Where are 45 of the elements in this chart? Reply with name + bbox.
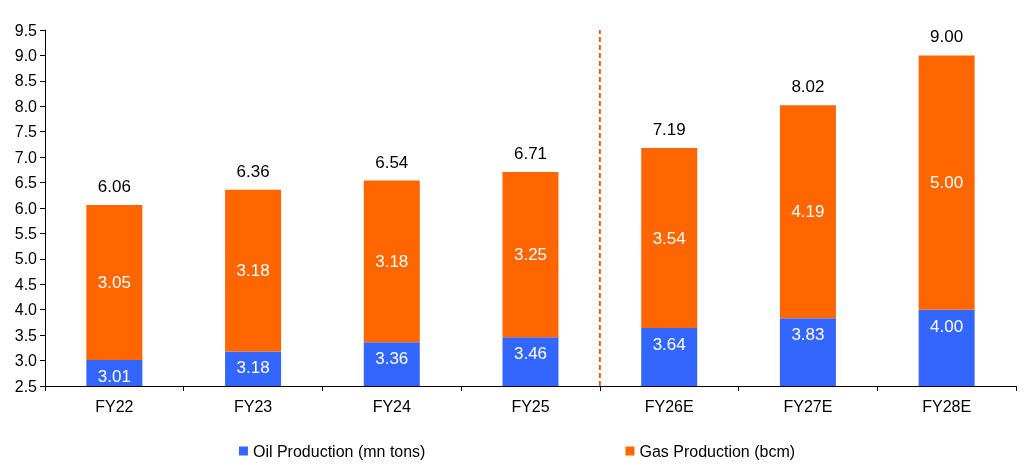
y-tick-label: 8.0	[14, 97, 38, 115]
data-label: 3.46	[513, 344, 548, 364]
data-label: 3.18	[375, 251, 409, 271]
x-tick-label: FY27E	[783, 397, 833, 415]
y-tick-label: 3.5	[14, 326, 38, 344]
x-tick-label: FY25	[511, 397, 550, 415]
y-tick-label: 5.0	[14, 250, 38, 268]
data-label: 4.00	[930, 316, 964, 336]
total-label: 6.36	[236, 161, 270, 181]
y-tick-label: 5.5	[14, 224, 38, 242]
data-label: 4.19	[791, 202, 825, 222]
x-tick-label: FY23	[233, 397, 273, 415]
x-tick-label: FY28E	[922, 397, 972, 415]
data-label: 3.36	[375, 349, 409, 369]
x-tick-label: FY22	[95, 397, 134, 415]
x-tick-label: FY24	[372, 397, 411, 415]
total-label: 8.02	[791, 77, 825, 97]
y-tick-label: 9.0	[14, 46, 38, 64]
y-tick-label: 7.5	[14, 123, 38, 141]
y-tick-label: 4.5	[14, 275, 38, 293]
total-label: 6.06	[97, 176, 131, 196]
y-tick-label: 4.0	[14, 301, 38, 319]
total-label: 7.19	[652, 119, 686, 139]
y-tick-label: 6.0	[14, 199, 38, 217]
total-label: 6.71	[513, 143, 548, 163]
data-label: 3.01	[97, 367, 131, 387]
total-label: 6.54	[375, 152, 409, 172]
data-label: 3.18	[236, 261, 270, 281]
data-label: 3.83	[791, 325, 825, 345]
data-label: 3.18	[236, 358, 270, 378]
data-label: 3.05	[97, 273, 131, 293]
legend-label: Gas Production (bcm)	[639, 442, 796, 460]
y-tick-label: 8.5	[14, 72, 38, 90]
data-label: 3.25	[513, 245, 548, 265]
data-label: 5.00	[930, 173, 964, 193]
y-tick-label: 2.5	[14, 377, 38, 395]
y-tick-label: 6.5	[14, 174, 38, 192]
x-tick-label: FY26E	[644, 397, 694, 415]
legend-label: Oil Production (mn tons)	[252, 442, 426, 460]
data-label: 3.64	[652, 335, 686, 355]
y-tick-label: 3.0	[14, 352, 38, 370]
total-label: 9.00	[930, 27, 964, 47]
data-label: 3.54	[652, 228, 686, 248]
y-tick-label: 7.0	[14, 148, 38, 166]
y-tick-label: 9.5	[14, 21, 38, 39]
